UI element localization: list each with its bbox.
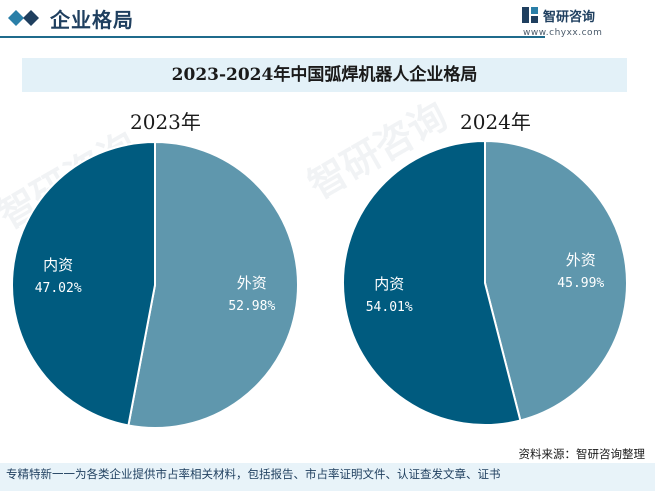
pie-label-domestic: 内资 — [43, 256, 73, 274]
brand-logo: 智研咨询 www.chyxx.com — [521, 6, 641, 42]
brand-url: www.chyxx.com — [523, 28, 603, 38]
year-label-2024: 2024年 — [460, 110, 531, 134]
footer-bar — [0, 463, 655, 491]
pie-value-domestic: 54.01% — [366, 300, 413, 315]
header: 企业格局 智研咨询 www.chyxx.com — [0, 0, 655, 44]
pie-slice-2024年-domestic — [342, 139, 522, 426]
pie-slice-2023年-foreign — [127, 140, 299, 429]
year-label-2023: 2023年 — [130, 110, 201, 134]
brand-name: 智研咨询 — [543, 10, 596, 25]
pie-value-domestic: 47.02% — [35, 281, 82, 296]
footer-note: 专精特新一一为各类企业提供市占率相关材料，包括报告、市占率证明文件、认证查发文章… — [6, 467, 501, 481]
pie-label-foreign: 外资 — [566, 251, 596, 269]
chart-title-bar: 2023-2024年中国弧焊机器人企业格局 — [22, 58, 627, 92]
chart-title: 2023-2024年中国弧焊机器人企业格局 — [171, 65, 478, 85]
pie-value-foreign: 45.99% — [557, 276, 604, 291]
source-note: 资料来源：智研咨询整理 — [518, 447, 646, 461]
pie-label-foreign: 外资 — [237, 274, 267, 292]
pie-slice-2023年-domestic — [11, 140, 156, 427]
brand-mark-icon — [522, 7, 538, 23]
pie-slice-2024年-foreign — [484, 139, 628, 422]
header-divider — [0, 36, 545, 38]
section-title: 企业格局 — [50, 8, 134, 32]
pie-value-foreign: 52.98% — [228, 299, 275, 314]
pie-label-domestic: 内资 — [374, 275, 404, 293]
diamond-icon — [8, 10, 39, 26]
